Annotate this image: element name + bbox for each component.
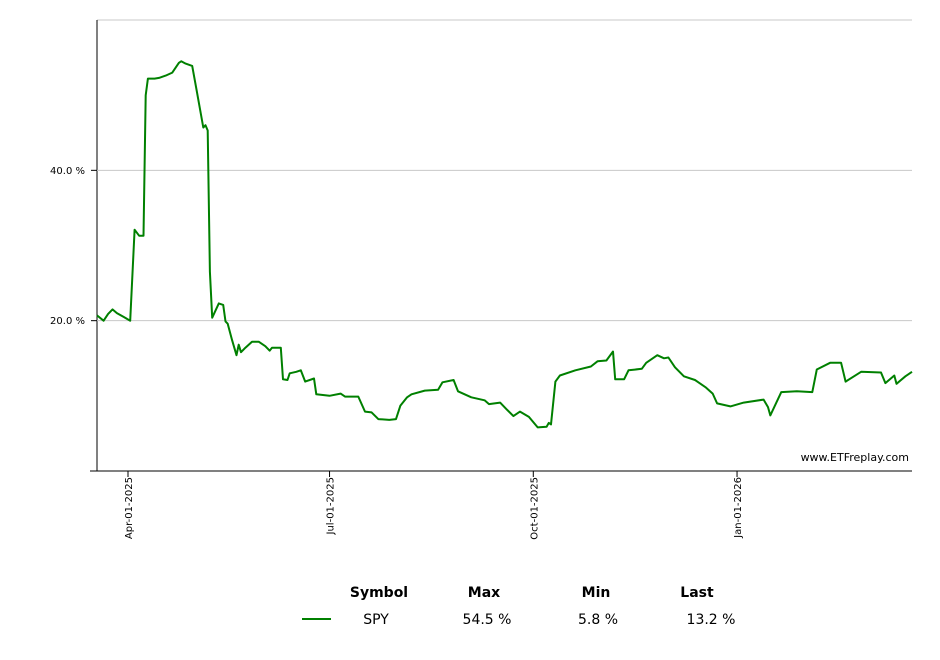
x-tick-label: Oct-01-2025 [529,477,540,540]
y-tick-label: 40.0 % [50,166,85,177]
legend-symbol: SPY [363,612,389,628]
table-cell: 5.8 % [578,612,618,628]
table-cell: 13.2 % [687,612,736,628]
table-header: Min [582,585,611,601]
table-header: Symbol [350,585,408,601]
x-tick-label: Jul-01-2025 [326,477,337,535]
table-header: Last [680,585,714,601]
table-cell: 54.5 % [463,612,512,628]
series-line [96,60,913,429]
y-tick-label: 20.0 % [50,316,85,327]
x-tick-label: Apr-01-2025 [124,477,135,539]
x-tick-label: Jan-01-2026 [733,477,744,539]
watermark: www.ETFreplay.com [801,451,909,464]
table-header: Max [468,585,500,601]
